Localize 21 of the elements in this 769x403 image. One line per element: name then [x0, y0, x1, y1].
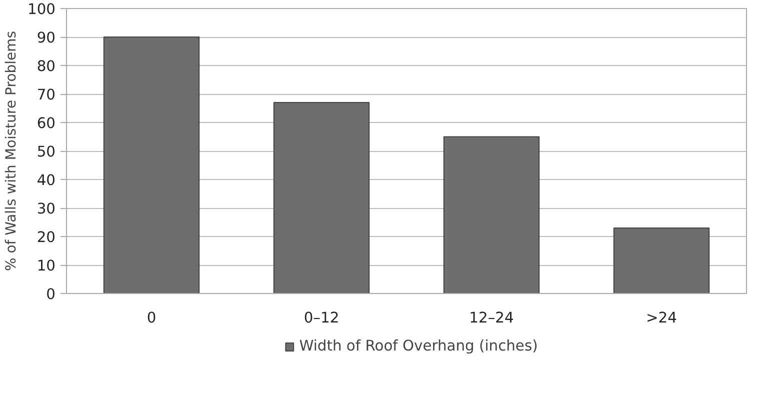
y-tick-label: 10 [36, 258, 56, 274]
bar [613, 227, 710, 294]
y-tick-label: 30 [36, 200, 56, 218]
bar [443, 136, 540, 294]
y-tick-label: 80 [36, 58, 56, 75]
y-tick-label: 50 [36, 144, 56, 160]
y-tick-label: 60 [36, 115, 56, 132]
x-tick-label: 0 [146, 310, 156, 326]
bar [103, 36, 200, 294]
bar [273, 102, 370, 294]
y-tick-label: 90 [36, 30, 56, 46]
legend-label: Width of Roof Overhang (inches) [299, 338, 538, 354]
y-tick-label: 40 [36, 172, 56, 189]
y-tick-label: 0 [46, 286, 56, 303]
x-tick-label: >24 [646, 310, 677, 326]
y-tick-label: 20 [36, 229, 56, 246]
y-tick-label: 70 [36, 86, 56, 104]
x-tick-label: 0–12 [304, 310, 340, 326]
y-axis-title: % of Walls with Moisture Problems [4, 30, 20, 272]
y-tick-label: 100 [28, 1, 56, 18]
x-tick-label: 12–24 [469, 310, 514, 326]
